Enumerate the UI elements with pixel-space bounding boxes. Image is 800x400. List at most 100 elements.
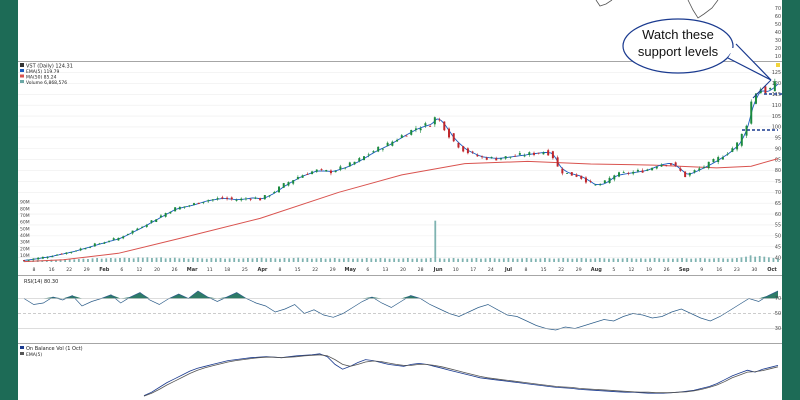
candle-body (249, 198, 252, 200)
volume-bar (722, 258, 725, 262)
candle-body (235, 200, 238, 201)
candle-body (240, 198, 243, 201)
candle-body (306, 174, 309, 175)
volume-bar (521, 258, 523, 262)
volume-bar (279, 258, 281, 262)
candle-body (273, 191, 276, 193)
candle-body (466, 148, 469, 154)
volume-bar (100, 258, 103, 262)
legend-ma50: MA(50) 85.24 (26, 75, 57, 81)
price-tick-label: 60 (775, 212, 781, 218)
candle-body (533, 152, 536, 155)
last-price-marker (776, 63, 780, 67)
candle-body (688, 172, 691, 176)
volume-bar (68, 258, 71, 262)
candle-body (523, 155, 526, 157)
candle-body (93, 243, 96, 247)
rsi-pane: 30 50 70 RSI(14) 80.30 (18, 275, 782, 340)
candle-body (108, 241, 111, 243)
volume-bar (183, 258, 185, 262)
volume-bar (640, 258, 642, 262)
volume-bar (379, 258, 382, 262)
volume-bar (754, 256, 757, 262)
legend-volume: Volume 6,868,576 (26, 80, 67, 86)
x-tick-label: 15 (541, 267, 547, 273)
volume-bar (608, 258, 610, 262)
volume-bar (507, 258, 510, 262)
volume-bar (635, 258, 638, 262)
price-tick-label: 95 (775, 136, 781, 142)
top-pane-line-right (687, 0, 719, 19)
volume-bar (169, 258, 172, 262)
candle-body (131, 230, 134, 234)
x-tick-label: 30 (751, 267, 757, 273)
callout-leader (752, 79, 772, 99)
candle-body (202, 202, 205, 204)
x-tick-label: 15 (295, 267, 301, 273)
candle-body (622, 172, 625, 173)
volume-bar (283, 258, 286, 262)
volume-bar (484, 258, 487, 262)
right-frame-band (782, 0, 800, 400)
price-pane: 4045505560657075808590951001051101151201… (18, 62, 782, 273)
x-tick-label: 8 (279, 267, 282, 273)
candle-body (693, 170, 696, 173)
volume-bar (749, 255, 752, 262)
candle-body (155, 219, 158, 223)
volume-bar (274, 258, 277, 262)
volume-bar (772, 258, 775, 262)
candle-body (329, 170, 332, 174)
price-tick-label: 40 (775, 255, 781, 261)
volume-bar (681, 258, 683, 262)
volume-bar (96, 258, 99, 262)
candle-body (750, 101, 753, 124)
volume-bar (132, 258, 135, 262)
volume-bar (429, 258, 432, 262)
candle-body (32, 258, 35, 260)
volume-bar (466, 258, 469, 262)
candle-body (216, 198, 219, 200)
volume-tick-label: 50M (20, 226, 30, 232)
candle-body (509, 156, 512, 158)
volume-bar (173, 257, 176, 262)
candle-body (745, 125, 748, 136)
candle-body (396, 139, 399, 142)
candle-body (377, 146, 380, 152)
candle-body (296, 177, 299, 180)
volume-bar (342, 258, 345, 262)
candle-body (145, 224, 148, 227)
candle-body (641, 170, 644, 173)
volume-bar (703, 258, 706, 262)
candle-body (301, 175, 304, 178)
candle-body (344, 167, 347, 169)
volume-bar (493, 258, 496, 262)
candle-body (89, 247, 92, 248)
candle-body (79, 248, 82, 251)
price-tick-label: 45 (775, 244, 781, 250)
volume-bar (256, 258, 258, 262)
candle-body (490, 156, 493, 158)
volume-bar (612, 258, 615, 262)
candle-body (211, 199, 214, 201)
candle-body (363, 156, 366, 161)
candle-body (429, 126, 432, 127)
candle-body (70, 251, 73, 253)
volume-tick-label: 10M (20, 253, 30, 259)
volume-bar (767, 257, 770, 262)
candle-body (311, 171, 314, 175)
volume-bar (448, 258, 450, 262)
volume-bar (576, 258, 578, 262)
volume-bar (548, 258, 551, 262)
candle-body (126, 233, 129, 235)
rsi-title: RSI(14) 80.30 (24, 279, 58, 285)
x-tick-label: 10 (453, 267, 459, 273)
price-tick-label: 70 (775, 190, 781, 196)
candle-body (60, 253, 63, 255)
candle-body (773, 81, 776, 92)
volume-tick-label: 90M (20, 200, 30, 206)
obv-pane: On Balance Vol (1 Oct) EMA(5) (18, 343, 782, 400)
candle-body (263, 195, 266, 200)
volume-bar (160, 257, 162, 262)
volume-bar (735, 258, 738, 262)
volume-bar (434, 220, 437, 262)
